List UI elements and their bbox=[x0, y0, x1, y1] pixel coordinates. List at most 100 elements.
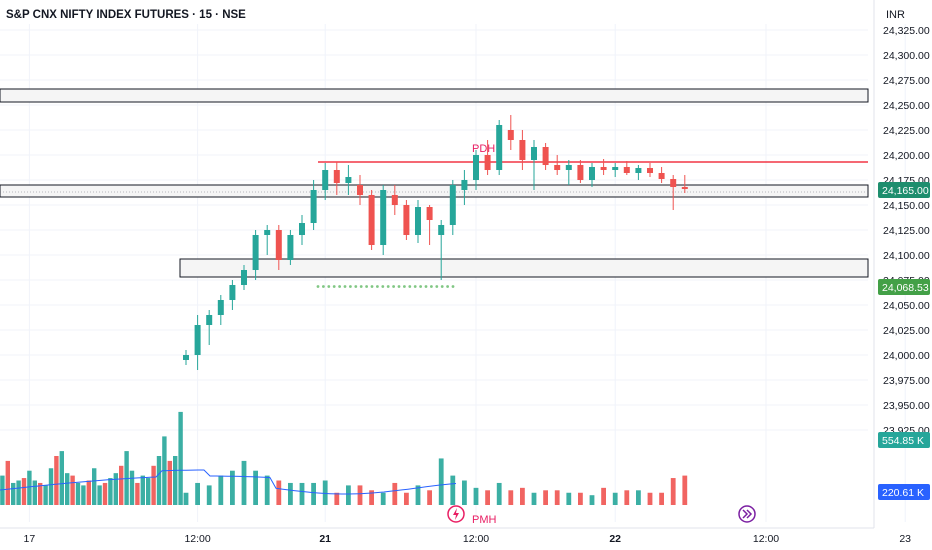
volume-bar bbox=[195, 482, 200, 505]
candle bbox=[380, 185, 387, 255]
level-dot bbox=[327, 285, 331, 288]
price-tick-label: 24,025.00 bbox=[883, 325, 930, 337]
volume-bar bbox=[589, 495, 595, 505]
level-dot bbox=[332, 285, 336, 288]
volume-bar bbox=[670, 478, 676, 505]
volume-bar bbox=[38, 482, 43, 505]
candle bbox=[461, 170, 468, 205]
candle-body bbox=[519, 140, 526, 160]
candle-body bbox=[484, 155, 491, 170]
candle bbox=[322, 163, 329, 200]
pmh-label: PMH bbox=[472, 514, 497, 526]
volume-bar bbox=[543, 490, 548, 505]
level-dot bbox=[354, 285, 358, 288]
candle bbox=[345, 165, 352, 195]
candle bbox=[403, 200, 410, 240]
level-dot bbox=[408, 285, 412, 288]
volume-bar bbox=[113, 473, 118, 505]
candle bbox=[357, 175, 363, 205]
candle bbox=[531, 140, 537, 190]
candle bbox=[681, 175, 688, 193]
candle-body bbox=[275, 230, 282, 260]
level-dot bbox=[403, 285, 406, 288]
candle bbox=[658, 167, 665, 183]
candle-body bbox=[473, 155, 479, 180]
volume-bar bbox=[404, 492, 409, 505]
volume-bar bbox=[276, 480, 282, 505]
candle bbox=[229, 280, 236, 310]
volume-bar bbox=[129, 470, 135, 505]
pdh-label: PDH bbox=[472, 143, 495, 155]
level-dot bbox=[413, 285, 417, 288]
volume-bar bbox=[647, 492, 653, 505]
candle bbox=[368, 190, 375, 250]
volume-current-tag-text: 554.85 K bbox=[882, 435, 924, 447]
time-tick-label: 12:00 bbox=[184, 533, 210, 545]
volume-bar bbox=[322, 480, 328, 505]
volume-bar bbox=[48, 468, 54, 505]
level-dot bbox=[376, 285, 379, 288]
candle-body bbox=[507, 130, 514, 140]
candle bbox=[426, 205, 433, 245]
volume-bar bbox=[264, 475, 270, 505]
candle-body bbox=[299, 223, 305, 235]
candle-body bbox=[322, 170, 329, 190]
candle-body bbox=[194, 325, 201, 355]
candle bbox=[670, 175, 677, 210]
volume-bar bbox=[178, 411, 183, 505]
candle-body bbox=[403, 205, 410, 235]
volume-bar bbox=[65, 473, 70, 505]
candle bbox=[577, 160, 584, 183]
volume-bar bbox=[27, 470, 32, 505]
candles bbox=[183, 115, 688, 370]
volume-current-tag-bg bbox=[878, 432, 930, 448]
price-tick-label: 24,250.00 bbox=[883, 100, 930, 112]
candle-body bbox=[554, 165, 561, 170]
forward-icon-arrows bbox=[742, 509, 753, 519]
dotted-level-tag-text: 24,068.53 bbox=[882, 282, 929, 294]
volume-bar bbox=[0, 475, 5, 505]
candle bbox=[600, 159, 607, 175]
candle bbox=[565, 160, 572, 185]
price-axis: 24,325.00 24,300.00 24,275.00 24,250.00 24,2… bbox=[873, 0, 930, 528]
candle bbox=[194, 315, 201, 370]
candle bbox=[252, 230, 259, 280]
volume-bar bbox=[392, 482, 398, 505]
volume-bar bbox=[102, 482, 108, 505]
volume-bar bbox=[156, 456, 162, 505]
volume-bar bbox=[531, 492, 537, 505]
time-tick-label: 12:00 bbox=[753, 533, 779, 545]
candle bbox=[612, 163, 619, 177]
volume-bar bbox=[438, 458, 444, 505]
price-tick-label: 24,000.00 bbox=[883, 350, 930, 362]
candle-body bbox=[229, 285, 236, 300]
last-price-tag-bg bbox=[878, 182, 930, 198]
candle bbox=[287, 230, 294, 265]
candle-body bbox=[415, 207, 421, 235]
level-dot bbox=[397, 285, 401, 288]
candle-body bbox=[368, 195, 375, 245]
candle bbox=[496, 120, 503, 175]
level-dot bbox=[359, 285, 363, 288]
volume-bar bbox=[612, 492, 618, 505]
volume-bar bbox=[520, 487, 525, 505]
candle-body bbox=[681, 187, 688, 189]
candle-body bbox=[438, 225, 445, 235]
volume-bar bbox=[566, 492, 572, 505]
volume-bar bbox=[682, 475, 688, 505]
candle-body bbox=[357, 185, 363, 195]
level-dot bbox=[338, 285, 341, 288]
volume-bar bbox=[288, 482, 293, 505]
candle bbox=[264, 225, 271, 255]
volume-bar bbox=[496, 482, 502, 505]
candle bbox=[589, 163, 595, 187]
price-tick-label: 24,125.00 bbox=[883, 225, 930, 237]
volume-bar bbox=[140, 475, 145, 505]
volume-current-tag: 554.85 K bbox=[878, 432, 930, 448]
volume-bar bbox=[346, 485, 351, 505]
candle-body bbox=[183, 355, 189, 360]
candle bbox=[647, 163, 653, 177]
last-price-tag: 24,165.00 bbox=[878, 182, 930, 198]
candle-body bbox=[612, 167, 619, 170]
